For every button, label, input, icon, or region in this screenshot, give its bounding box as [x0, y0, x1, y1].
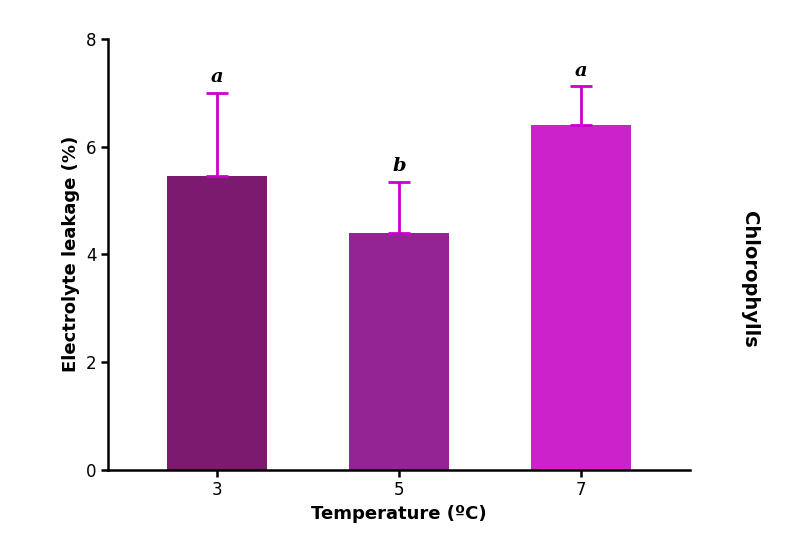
- Bar: [349, 233, 449, 470]
- Text: b: b: [392, 157, 406, 176]
- Text: a: a: [574, 62, 587, 80]
- Y-axis label: Electrolyte leakage (%): Electrolyte leakage (%): [63, 136, 80, 372]
- Text: a: a: [211, 68, 224, 87]
- Text: Chlorophylls: Chlorophylls: [740, 211, 759, 348]
- Bar: [531, 125, 630, 470]
- X-axis label: Temperature (ºC): Temperature (ºC): [311, 505, 487, 523]
- Bar: [168, 176, 267, 470]
